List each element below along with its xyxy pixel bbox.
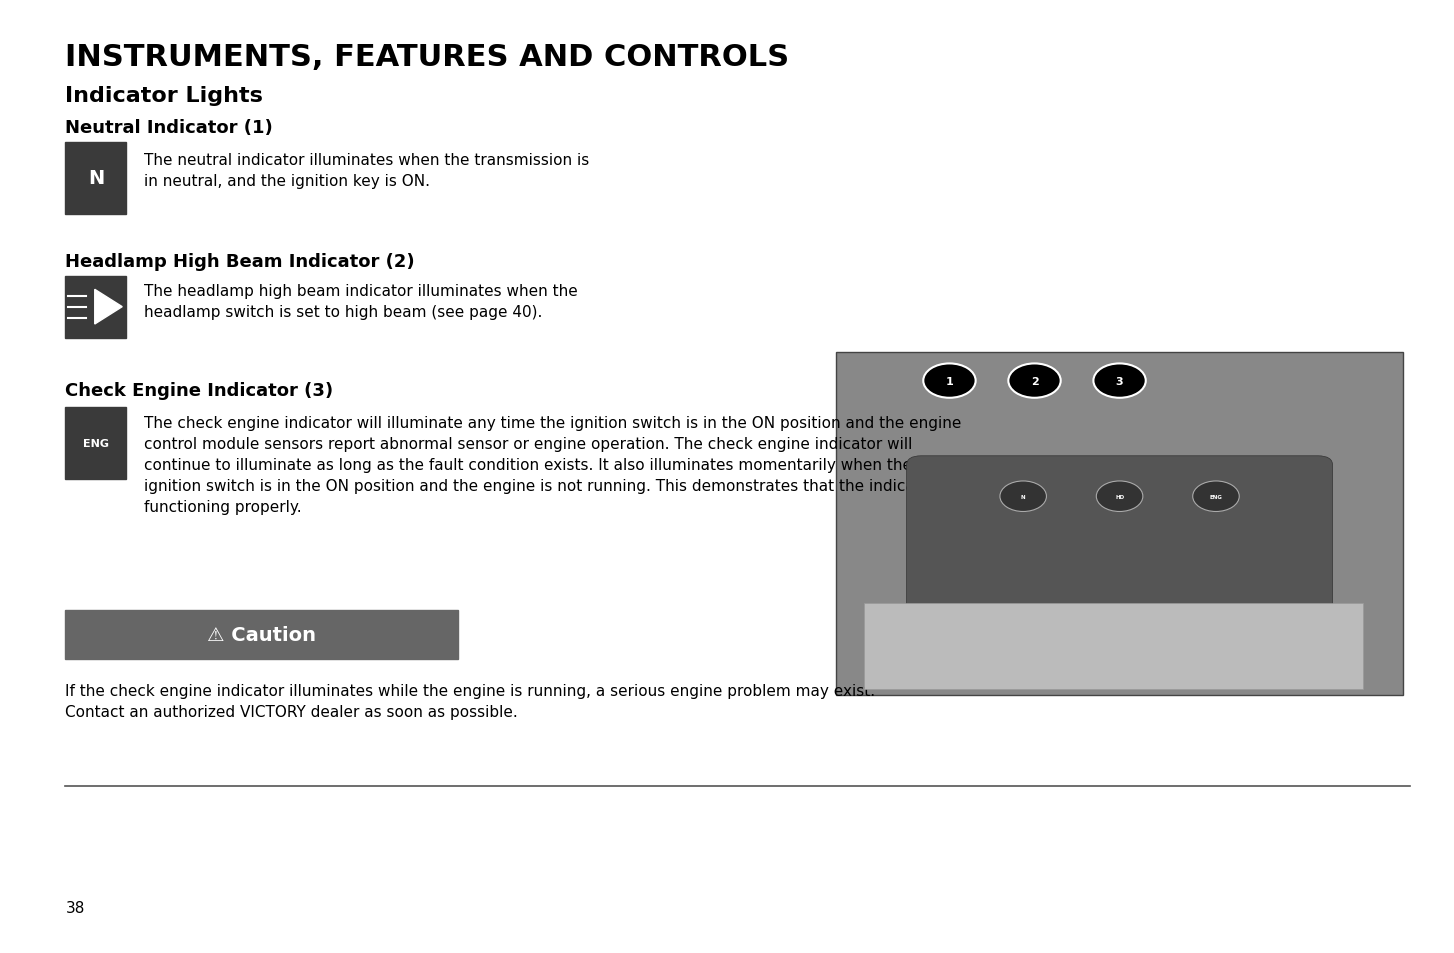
Text: The check engine indicator will illuminate any time the ignition switch is in th: The check engine indicator will illumina…: [144, 416, 961, 515]
Text: ENG: ENG: [83, 438, 109, 449]
FancyBboxPatch shape: [65, 610, 458, 659]
Text: N: N: [1021, 495, 1025, 499]
Text: 38: 38: [65, 900, 84, 915]
Text: ⚠ Caution: ⚠ Caution: [208, 625, 316, 644]
Text: 3: 3: [1115, 376, 1124, 386]
FancyBboxPatch shape: [906, 456, 1332, 664]
Text: 2: 2: [1031, 376, 1038, 386]
Text: Check Engine Indicator (3): Check Engine Indicator (3): [65, 381, 333, 399]
Text: INSTRUMENTS, FEATURES AND CONTROLS: INSTRUMENTS, FEATURES AND CONTROLS: [65, 43, 790, 71]
Text: The headlamp high beam indicator illuminates when the
headlamp switch is set to : The headlamp high beam indicator illumin…: [144, 284, 577, 320]
Text: 1: 1: [945, 376, 954, 386]
Text: If the check engine indicator illuminates while the engine is running, a serious: If the check engine indicator illuminate…: [65, 683, 875, 720]
Text: The neutral indicator illuminates when the transmission is
in neutral, and the i: The neutral indicator illuminates when t…: [144, 152, 589, 189]
Circle shape: [1093, 364, 1146, 398]
Text: HD: HD: [1115, 495, 1124, 499]
FancyBboxPatch shape: [864, 603, 1364, 689]
Circle shape: [923, 364, 976, 398]
FancyBboxPatch shape: [65, 276, 126, 338]
Polygon shape: [95, 290, 122, 325]
Text: Indicator Lights: Indicator Lights: [65, 86, 263, 106]
FancyBboxPatch shape: [65, 143, 126, 214]
FancyBboxPatch shape: [65, 408, 126, 479]
Text: Headlamp High Beam Indicator (2): Headlamp High Beam Indicator (2): [65, 253, 414, 271]
Circle shape: [1008, 364, 1060, 398]
Text: ENG: ENG: [1210, 495, 1223, 499]
Circle shape: [1000, 481, 1047, 512]
Circle shape: [1096, 481, 1143, 512]
FancyBboxPatch shape: [836, 353, 1403, 696]
Circle shape: [1192, 481, 1239, 512]
Text: Neutral Indicator (1): Neutral Indicator (1): [65, 119, 273, 137]
Text: N: N: [87, 170, 105, 188]
